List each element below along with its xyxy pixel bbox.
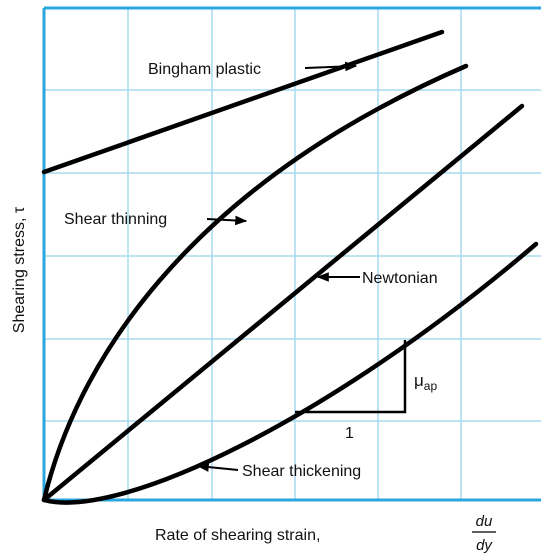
arrow [206,215,248,226]
curve-label: Newtonian [362,270,438,287]
x-axis-label: Rate of shearing strain, [155,527,320,544]
curve-label: Shear thickening [242,463,361,480]
arrow [304,61,358,72]
slope-run: 1 [345,425,354,442]
fraction-denominator: dy [476,537,493,554]
y-axis-label: Shearing stress, τ [11,206,28,333]
bingham-curve [41,29,445,175]
grid [44,8,541,500]
shear-thickening-curve [41,241,539,505]
curve-label: Bingham plastic [148,61,261,78]
newtonian-curve [41,103,525,503]
arrow [196,462,239,472]
fraction-numerator: du [476,513,493,530]
slope-triangle [295,340,407,414]
slope-rise: μap [414,371,437,393]
curve-label: Shear thinning [64,211,167,228]
slope-rise-symbol: μ [414,371,424,390]
slope-rise-subscript: ap [424,379,438,393]
shear-thinning-curve [41,63,469,503]
axes [42,6,541,502]
